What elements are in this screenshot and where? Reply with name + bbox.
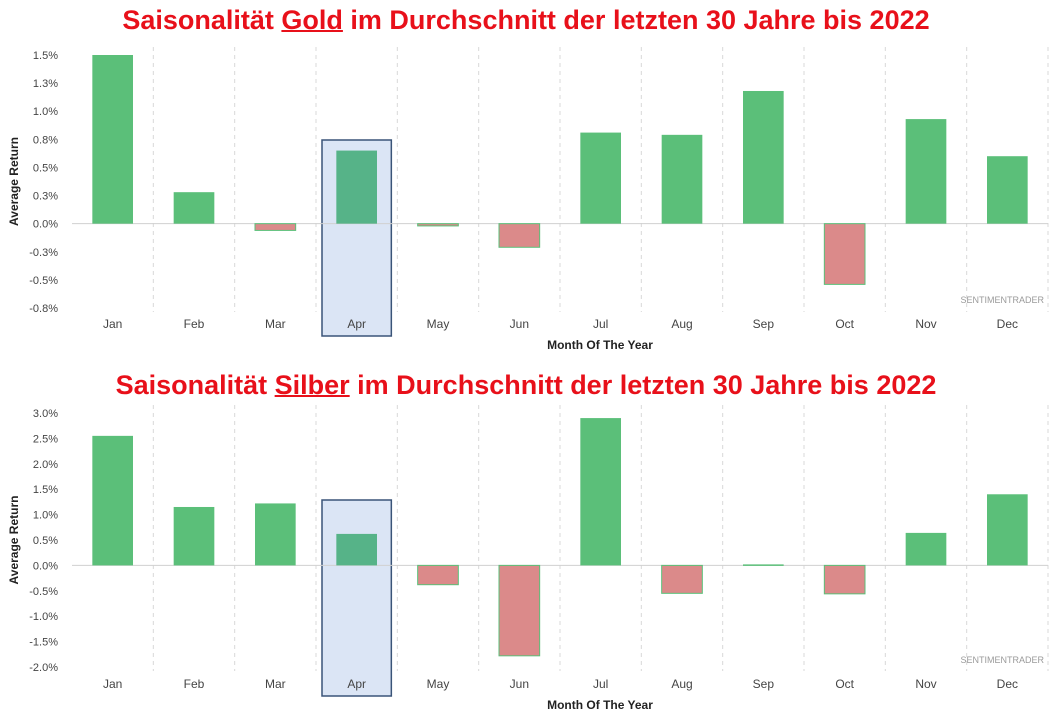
gold-y-tick-label: 1.5%	[33, 50, 58, 62]
gold-watermark: SENTIMENTRADER	[960, 295, 1044, 305]
gold-y-tick-label: -0.3%	[29, 247, 58, 259]
gold-x-tick-label: Sep	[753, 317, 775, 331]
silver-y-tick-label: 2.5%	[33, 433, 58, 445]
silver-bar-dec	[987, 494, 1028, 566]
gold-x-tick-label: Jun	[510, 317, 529, 331]
gold-x-tick-label: Oct	[835, 317, 854, 331]
silver-y-tick-label: 1.5%	[33, 484, 58, 496]
silver-x-tick-label: May	[427, 677, 450, 691]
silver-highlight-box	[321, 499, 393, 697]
gold-bar-oct	[823, 223, 866, 285]
gold-bar-jun	[498, 223, 541, 248]
gold-bar-dec	[987, 156, 1028, 224]
silver-bar-mar	[255, 503, 296, 566]
silver-x-tick-label: Oct	[835, 677, 854, 691]
gold-x-tick-label: Feb	[184, 317, 205, 331]
gold-x-tick-label: Aug	[671, 317, 692, 331]
gold-bar-feb	[173, 192, 215, 224]
silver-chart-panel: Saisonalität Silber im Durchschnitt der …	[0, 360, 1052, 720]
silver-x-tick-label: Mar	[265, 677, 286, 691]
silver-x-tick-label: Dec	[997, 677, 1018, 691]
gold-x-tick-label: May	[427, 317, 450, 331]
silver-bar-feb	[173, 506, 215, 566]
silver-title-metal: Silber	[274, 370, 350, 400]
gold-bar-apr	[336, 150, 377, 224]
silver-chart-title: Saisonalität Silber im Durchschnitt der …	[115, 370, 937, 400]
silver-x-tick-label: Jan	[103, 677, 122, 691]
silver-x-tick-label: Aug	[671, 677, 692, 691]
silver-y-axis-label: Average Return	[7, 496, 21, 585]
gold-bar-nov	[905, 119, 947, 224]
gold-y-tick-label: 1.0%	[33, 106, 58, 118]
silver-y-tick-label: -1.5%	[29, 637, 58, 649]
gold-x-tick-label: Dec	[997, 317, 1018, 331]
silver-y-tick-label: 1.0%	[33, 510, 58, 522]
silver-x-axis-label: Month Of The Year	[547, 698, 653, 712]
gold-y-tick-label: 0.5%	[33, 162, 58, 174]
silver-bar-nov	[905, 532, 947, 566]
gold-y-tick-label: 0.3%	[33, 191, 58, 203]
silver-y-tick-label: 3.0%	[33, 408, 58, 420]
silver-bar-jun	[498, 564, 541, 657]
gold-chart-title: Saisonalität Gold im Durchschnitt der le…	[122, 5, 930, 35]
silver-y-tick-label: 0.5%	[33, 535, 58, 547]
gold-bar-jan	[92, 55, 133, 224]
silver-x-tick-label: Apr	[347, 677, 366, 691]
gold-x-axis-label: Month Of The Year	[547, 338, 653, 352]
gold-bar-sep	[743, 90, 784, 224]
gold-bar-chart: 1.5% 1.3% 1.0% 0.8% 0.5% 0.3% 0.0% -0.3% -0.5% -0…	[7, 47, 1049, 352]
gold-chart-panel: Saisonalität Gold im Durchschnitt der le…	[7, 5, 1049, 352]
gold-x-tick-label: Jan	[103, 317, 122, 331]
gold-bar-jul	[580, 132, 621, 224]
silver-x-tick-label: Jul	[593, 677, 608, 691]
silver-y-tick-label: 2.0%	[33, 459, 58, 471]
silver-watermark: SENTIMENTRADER	[960, 655, 1044, 665]
gold-x-tick-label: Mar	[265, 317, 286, 331]
gold-y-tick-label: 1.3%	[33, 78, 58, 90]
gold-y-tick-label: -0.5%	[29, 275, 58, 287]
gold-bar-aug	[661, 134, 703, 224]
gold-x-tick-label: Apr	[347, 317, 366, 331]
silver-bar-apr	[336, 533, 377, 566]
gold-bar-may	[417, 223, 459, 227]
gold-bar-mar	[254, 223, 297, 231]
gold-y-tick-label: 0.0%	[33, 219, 58, 231]
silver-bar-jul	[580, 418, 621, 566]
silver-y-tick-label: -0.5%	[29, 586, 58, 598]
gold-title-metal: Gold	[281, 5, 343, 35]
gold-x-tick-label: Nov	[915, 317, 936, 331]
silver-bar-sep	[743, 564, 784, 566]
silver-x-tick-label: Sep	[753, 677, 775, 691]
silver-x-tick-label: Nov	[915, 677, 936, 691]
silver-bar-oct	[823, 564, 866, 595]
gold-x-tick-label: Jul	[593, 317, 608, 331]
silver-x-tick-label: Feb	[184, 677, 205, 691]
silver-y-tick-label: -1.0%	[29, 611, 58, 623]
silver-y-tick-label: 0.0%	[33, 560, 58, 572]
silver-bar-chart: 3.0% 2.5% 2.0% 1.5% 1.0% 0.5% 0.0% -0.5% -1.0% -1…	[7, 405, 1049, 712]
silver-x-tick-label: Jun	[510, 677, 529, 691]
silver-bar-aug	[661, 564, 703, 594]
gold-y-axis-label: Average Return	[7, 137, 21, 226]
silver-bar-jan	[92, 435, 133, 566]
gold-y-tick-label: -0.8%	[29, 303, 58, 315]
silver-y-tick-label: -2.0%	[29, 662, 58, 674]
gold-y-tick-label: 0.8%	[33, 134, 58, 146]
silver-bar-may	[417, 564, 459, 586]
